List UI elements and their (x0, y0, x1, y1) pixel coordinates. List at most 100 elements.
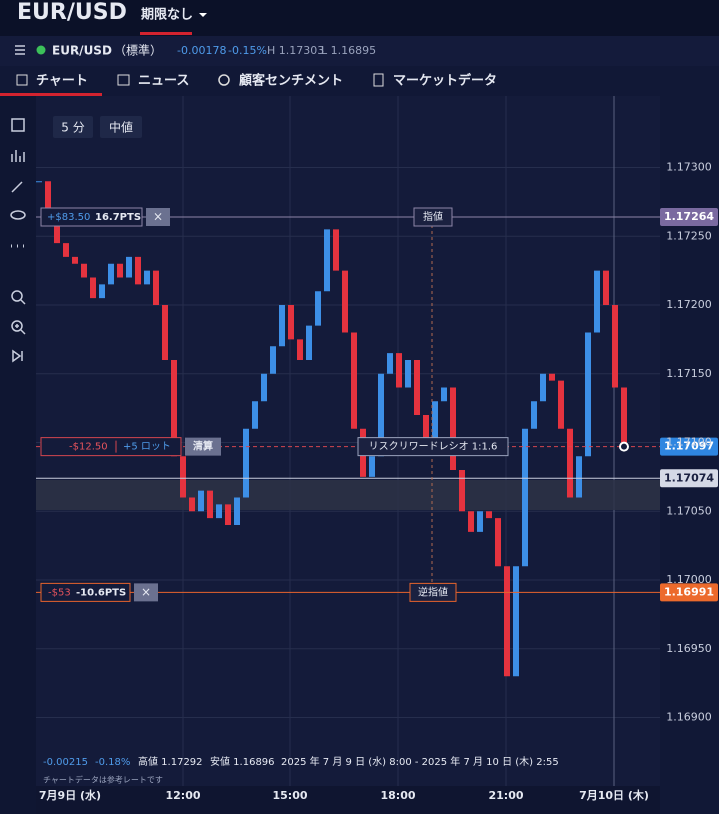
stop-pts: -10.6PTS (76, 587, 126, 598)
quote-bar (0, 36, 719, 66)
price-tag-label: 1.16991 (664, 585, 714, 598)
y-tick-label: 1.16950 (666, 642, 712, 655)
candle (423, 415, 429, 443)
candle (306, 325, 312, 360)
price-tag-label: 1.17264 (664, 210, 714, 223)
tab[interactable]: チャート (36, 74, 88, 89)
ratio-box (357, 437, 509, 457)
price-type-label: 中値 (109, 120, 133, 135)
candle (585, 332, 591, 457)
quote-symbol: EUR/USD (52, 44, 112, 58)
candle (225, 504, 231, 525)
candle (252, 401, 258, 429)
orders: 1.17264 1.17097 1.17074 1.16991 +$83.50 16.7P… (36, 207, 718, 602)
tab[interactable]: 顧客センチメント (239, 73, 343, 89)
y-tick-label: 1.17150 (666, 367, 712, 380)
cancel-label: × (141, 585, 151, 599)
candle (369, 456, 375, 477)
limit-pts: 16.7PTS (95, 212, 141, 223)
candle (450, 387, 456, 470)
candle (540, 373, 546, 402)
time-axis (36, 786, 660, 814)
last-point (619, 441, 629, 452)
candle (621, 387, 627, 447)
candle (198, 490, 204, 512)
tab-icon (218, 74, 230, 86)
candle (531, 401, 537, 429)
quote-change-pct: -0.15% (228, 44, 267, 57)
quote-kind: （標準） (114, 43, 162, 58)
interval-label: 5 分 (61, 121, 84, 135)
tab[interactable]: マーケットデータ (393, 73, 497, 89)
x-tick-label: 7月10日 (木) (579, 788, 649, 802)
limit-tag (413, 207, 453, 227)
candle (558, 380, 564, 429)
candle (234, 497, 240, 525)
candle (297, 339, 303, 360)
tab[interactable]: ニュース (138, 74, 189, 89)
cancel-label: × (153, 210, 163, 224)
candle (45, 181, 51, 209)
candle (432, 401, 438, 443)
candle (378, 373, 384, 457)
summary-note: チャートデータは参考レートです (43, 775, 163, 785)
candle (405, 360, 411, 388)
candle (441, 387, 447, 402)
limit-box (40, 207, 143, 227)
candle (171, 360, 177, 457)
position-box (40, 437, 182, 457)
status-dot (36, 45, 46, 55)
symbol-title: EUR/USD (17, 0, 127, 25)
x-tick-label: 21:00 (488, 789, 523, 802)
candle (351, 332, 357, 429)
stop-tag (409, 582, 457, 602)
close-label: 清算 (193, 440, 213, 453)
candle (477, 511, 483, 532)
dropdown-arrow (199, 13, 207, 17)
stop-pnl: -$53 (48, 587, 71, 598)
expiry-select[interactable]: 期限なし (141, 8, 193, 23)
candle (594, 270, 600, 333)
y-tick-label: 1.16900 (666, 711, 712, 724)
toolbar (0, 96, 36, 814)
cancel-button[interactable] (134, 583, 158, 602)
position-lots: +5 ロット (123, 442, 171, 453)
limit-tag-label: 指値 (423, 210, 443, 223)
price-type-button[interactable] (100, 116, 142, 138)
candle (126, 256, 132, 278)
candle (153, 270, 159, 305)
price-tag (660, 583, 718, 602)
candle (459, 470, 465, 512)
candle (513, 566, 519, 677)
candle (36, 181, 42, 183)
candle (180, 456, 186, 498)
price-tag-label: 1.17097 (664, 440, 714, 453)
cancel-button[interactable] (146, 208, 170, 226)
quote-high: H 1.17303 (267, 44, 324, 57)
close-button[interactable] (185, 437, 221, 456)
toolbar-icons[interactable] (10, 118, 26, 363)
candle (90, 277, 96, 299)
x-tick-label: 7月9日 (水) (39, 788, 101, 802)
candle (261, 373, 267, 402)
y-tick-label: 1.17300 (666, 161, 712, 174)
summary-range: 2025 年 7 月 9 日 (水) 8:00 - 2025 年 7 月 10 … (281, 755, 559, 768)
candle (486, 511, 492, 519)
menu-icon[interactable] (15, 45, 25, 55)
price-tag-label: 1.17074 (664, 471, 714, 484)
candle (108, 263, 114, 285)
price-tag (660, 437, 718, 456)
x-tick-label: 12:00 (165, 789, 200, 802)
candle (63, 243, 69, 257)
candle (216, 504, 222, 519)
y-tick-label: 1.17250 (666, 229, 712, 242)
candle (576, 456, 582, 498)
stop-box (40, 582, 131, 602)
candle (189, 497, 195, 512)
interval-button[interactable] (53, 116, 93, 138)
candle (279, 305, 285, 347)
candle (243, 428, 249, 498)
summary-change-pct: -0.18% (95, 757, 130, 768)
